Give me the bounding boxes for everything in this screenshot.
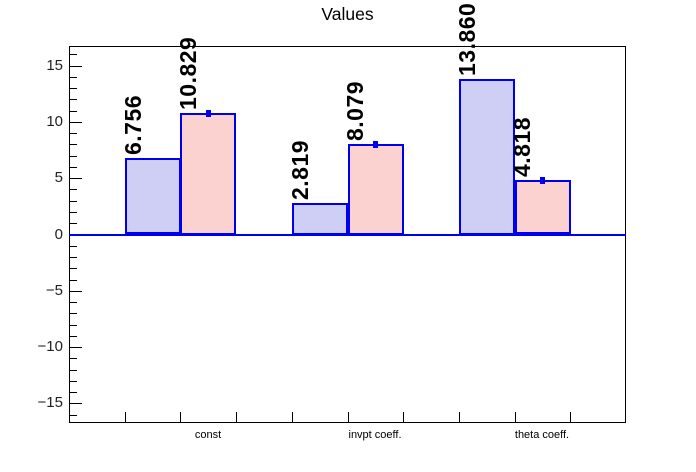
y-major-tick — [70, 347, 82, 348]
y-minor-tick — [70, 144, 77, 145]
y-minor-tick — [70, 212, 77, 213]
y-tick-label: 15 — [46, 57, 63, 74]
y-minor-tick — [70, 268, 77, 269]
y-minor-tick — [70, 302, 77, 303]
error-tick — [373, 141, 378, 148]
bar-value-label: 8.079 — [342, 80, 368, 141]
bar-value-label: 2.819 — [287, 139, 313, 200]
x-tick — [403, 412, 404, 422]
y-minor-tick — [70, 257, 77, 258]
y-minor-tick — [70, 189, 77, 190]
bar-series-pink-2 — [515, 180, 571, 234]
y-minor-tick — [70, 223, 77, 224]
bar-value-label: 13.860 — [454, 2, 480, 76]
y-minor-tick — [70, 54, 77, 55]
y-minor-tick — [70, 133, 77, 134]
x-tick — [459, 412, 460, 422]
y-major-tick — [70, 122, 82, 123]
y-minor-tick — [70, 77, 77, 78]
y-minor-tick — [70, 313, 77, 314]
y-tick-label: −10 — [37, 338, 63, 355]
y-minor-tick — [70, 156, 77, 157]
y-tick-label: 5 — [54, 169, 63, 186]
x-tick — [236, 412, 237, 422]
chart-title: Values — [321, 4, 374, 24]
x-category-label: theta coeff. — [514, 429, 570, 441]
bar-series-blue-2 — [459, 79, 515, 235]
bar-series-blue-1 — [292, 203, 348, 235]
y-tick-label: −15 — [37, 394, 63, 411]
y-tick-label: 10 — [46, 113, 63, 130]
error-tick — [206, 110, 211, 117]
y-tick-label: 0 — [54, 226, 63, 243]
y-minor-tick — [70, 111, 77, 112]
y-minor-tick — [70, 88, 77, 89]
y-major-tick — [70, 66, 82, 67]
bar-series-pink-0 — [180, 113, 236, 235]
y-minor-tick — [70, 415, 77, 416]
y-tick-label: −5 — [45, 282, 63, 299]
x-tick — [515, 412, 516, 422]
y-major-tick — [70, 291, 82, 292]
y-major-tick — [70, 178, 82, 179]
y-major-tick — [70, 403, 82, 404]
x-category-label: invpt coeff. — [348, 429, 402, 441]
y-minor-tick — [70, 336, 77, 337]
zero-baseline — [69, 234, 626, 236]
bar-value-label: 6.756 — [120, 94, 146, 155]
y-minor-tick — [70, 358, 77, 359]
bar-series-pink-1 — [348, 144, 404, 235]
y-minor-tick — [70, 167, 77, 168]
y-minor-tick — [70, 381, 77, 382]
x-category-label: const — [194, 429, 222, 441]
x-tick — [180, 412, 181, 422]
x-tick — [292, 412, 293, 422]
x-tick — [570, 412, 571, 422]
bar-value-label: 10.829 — [175, 36, 201, 110]
y-minor-tick — [70, 392, 77, 393]
error-tick — [540, 177, 545, 184]
x-tick — [348, 412, 349, 422]
y-minor-tick — [70, 325, 77, 326]
y-minor-tick — [70, 201, 77, 202]
y-minor-tick — [70, 246, 77, 247]
bar-series-blue-0 — [125, 158, 181, 234]
y-minor-tick — [70, 370, 77, 371]
bar-value-label: 4.818 — [509, 116, 535, 177]
y-minor-tick — [70, 99, 77, 100]
x-tick — [125, 412, 126, 422]
y-minor-tick — [70, 280, 77, 281]
